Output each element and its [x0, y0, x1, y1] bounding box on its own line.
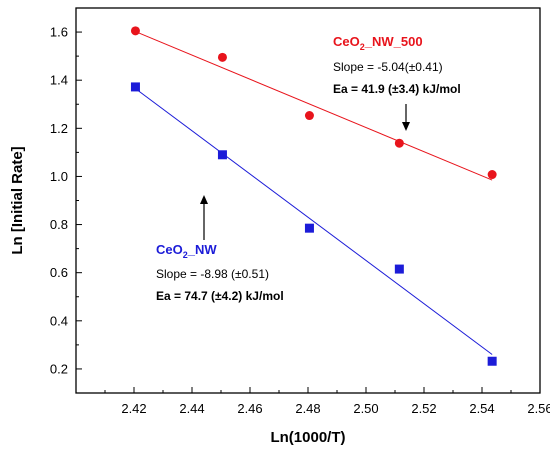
- y-tick-label: 1.2: [50, 121, 68, 136]
- series-label-ceo2-nw-500: CeO2_NW_500: [333, 34, 423, 52]
- x-tick-label: 2.56: [527, 401, 550, 416]
- y-tick-label: 1.0: [50, 169, 68, 184]
- y-axis-title: Ln [Initial Rate]: [9, 146, 26, 254]
- data-point-series-0: [304, 111, 314, 121]
- y-tick-label: 1.4: [50, 73, 68, 88]
- series-label-rest: _NW_500: [364, 34, 423, 49]
- x-tick-label: 2.48: [295, 401, 320, 416]
- slope-label-ceo2-nw-500: Slope = -5.04(±0.41): [333, 60, 443, 74]
- x-tick-label: 2.54: [469, 401, 494, 416]
- x-tick-label: 2.44: [179, 401, 204, 416]
- fit-lines: [135, 31, 493, 355]
- data-point-series-0: [130, 26, 140, 36]
- ea-label-ceo2-nw-500: Ea = 41.9 (±3.4) kJ/mol: [333, 82, 461, 96]
- data-point-series-0: [394, 138, 404, 148]
- y-tick-label: 0.6: [50, 265, 68, 280]
- data-point-series-1: [130, 82, 140, 92]
- series-label-main: CeO: [333, 34, 360, 49]
- data-point-series-1: [394, 264, 404, 274]
- slope-label-ceo2-nw: Slope = -8.98 (±0.51): [156, 267, 269, 281]
- x-tick-label: 2.52: [411, 401, 436, 416]
- series-label-main: CeO: [156, 242, 183, 257]
- data-point-series-0: [487, 170, 497, 180]
- series-label-subscript: 2: [360, 42, 365, 52]
- arrowhead-ceo2-nw-500: [402, 122, 410, 131]
- x-axis-title: Ln(1000/T): [270, 429, 345, 446]
- y-tick-label: 0.4: [50, 313, 68, 328]
- series-label-ceo2-nw: CeO2_NW: [156, 242, 217, 260]
- series-label-subscript: 2: [183, 250, 188, 260]
- data-point-series-1: [487, 356, 497, 366]
- fit-line-series-1: [135, 88, 493, 355]
- data-point-series-1: [304, 223, 314, 233]
- y-tick-label: 1.6: [50, 25, 68, 40]
- fit-line-series-0: [135, 31, 493, 181]
- plot-frame: [75, 7, 541, 394]
- y-tick-label: 0.8: [50, 217, 68, 232]
- series-label-rest: _NW: [187, 242, 218, 257]
- axis-ticks: 2.42 2.44 2.46 2.48 2.50 2.52 2.54 2.56 0.2 0.4 0.…: [50, 7, 550, 416]
- x-tick-label: 2.46: [237, 401, 262, 416]
- x-tick-label: 2.42: [121, 401, 146, 416]
- data-point-series-1: [217, 150, 227, 160]
- y-tick-label: 0.2: [50, 361, 68, 376]
- x-tick-label: 2.50: [353, 401, 378, 416]
- ea-label-ceo2-nw: Ea = 74.7 (±4.2) kJ/mol: [156, 289, 284, 303]
- data-point-series-0: [217, 52, 227, 62]
- arrowhead-ceo2-nw: [200, 195, 208, 204]
- data-markers: [130, 26, 497, 366]
